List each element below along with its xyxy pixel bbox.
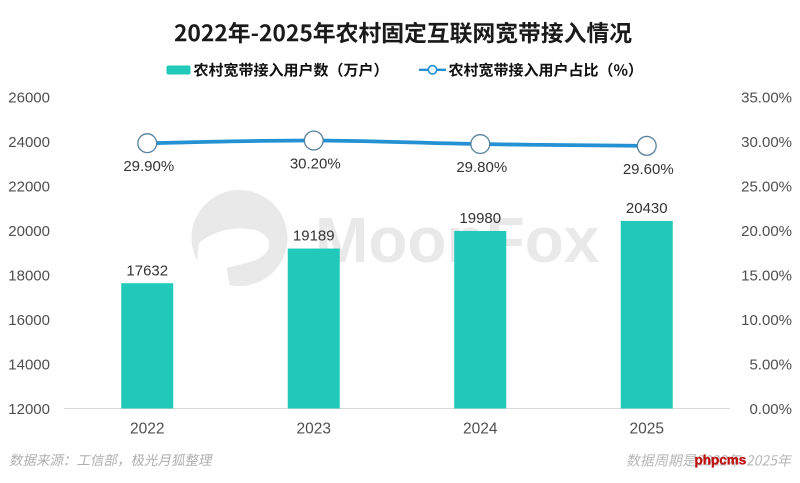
svg-text:19980: 19980	[459, 210, 501, 227]
svg-text:20.00%: 20.00%	[741, 223, 792, 240]
svg-text:5.00%: 5.00%	[749, 356, 792, 373]
svg-text:22000: 22000	[8, 178, 50, 195]
svg-text:24000: 24000	[8, 134, 50, 151]
svg-text:17632: 17632	[126, 262, 168, 279]
svg-text:0.00%: 0.00%	[749, 401, 792, 418]
svg-text:15.00%: 15.00%	[741, 267, 792, 284]
svg-text:19189: 19189	[293, 228, 335, 245]
svg-text:29.60%: 29.60%	[623, 161, 674, 178]
svg-text:16000: 16000	[8, 312, 50, 329]
svg-text:2025: 2025	[630, 421, 664, 438]
svg-text:2022: 2022	[130, 421, 164, 438]
svg-text:35.00%: 35.00%	[741, 89, 792, 106]
svg-text:29.80%: 29.80%	[456, 159, 507, 176]
svg-text:26000: 26000	[8, 89, 50, 106]
svg-text:18000: 18000	[8, 267, 50, 284]
svg-text:2024: 2024	[463, 421, 498, 438]
svg-text:20000: 20000	[8, 223, 50, 240]
svg-text:30.00%: 30.00%	[741, 134, 792, 151]
svg-text:14000: 14000	[8, 356, 50, 373]
svg-text:phpcms: phpcms	[695, 453, 747, 468]
svg-text:2023: 2023	[297, 421, 331, 438]
svg-text:10.00%: 10.00%	[741, 312, 792, 329]
svg-text:25.00%: 25.00%	[741, 178, 792, 195]
svg-text:29.90%: 29.90%	[123, 158, 174, 175]
svg-text:12000: 12000	[8, 401, 50, 418]
svg-text:30.20%: 30.20%	[290, 156, 341, 173]
svg-text:20430: 20430	[626, 200, 668, 217]
